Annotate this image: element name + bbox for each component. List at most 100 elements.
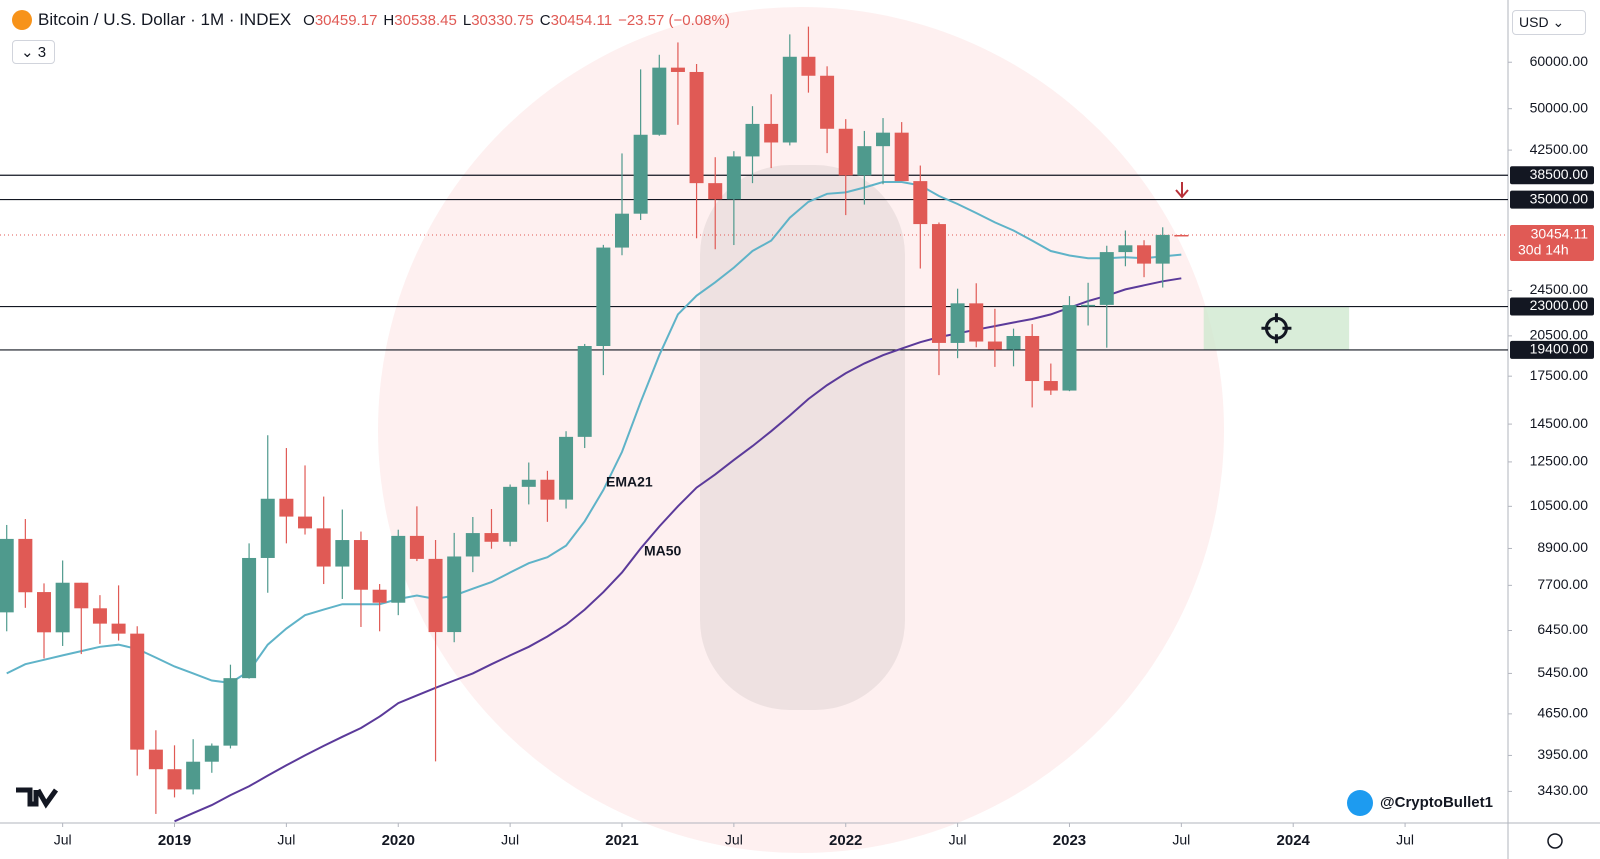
settings-icon[interactable]	[1547, 833, 1563, 849]
x-tick-label: 2022	[829, 832, 862, 849]
candle-body	[1062, 305, 1077, 391]
indicator-line	[174, 277, 1182, 823]
candle-body	[782, 56, 797, 143]
candle-body	[726, 156, 741, 200]
x-tick-label: 2020	[382, 832, 415, 849]
bg-watermark	[700, 165, 905, 710]
level-badge	[1510, 297, 1594, 316]
candle-body	[18, 538, 33, 593]
y-tick-label: 14500.00	[1530, 415, 1589, 431]
y-tick-label: 17500.00	[1530, 367, 1589, 383]
candle-body	[540, 479, 555, 500]
candle-body	[503, 486, 518, 542]
candle-body	[335, 540, 350, 567]
y-tick-label: 12500.00	[1530, 453, 1589, 469]
ohlc-key: C	[539, 12, 551, 29]
currency: USD	[1519, 14, 1549, 30]
candle-body	[372, 589, 387, 603]
candle-body	[242, 557, 257, 679]
candle-body	[689, 71, 704, 184]
currency-select[interactable]: USD ⌄	[1512, 10, 1586, 35]
candle-body	[950, 303, 965, 343]
candle-body	[708, 183, 723, 200]
candle-body	[1081, 304, 1096, 307]
x-tick-label: Jul	[277, 832, 295, 848]
candle-body	[298, 516, 313, 529]
candle-body	[111, 623, 126, 634]
indicators-toggle[interactable]: ⌄ 3	[12, 40, 56, 64]
ohlc: O30459.17 H30538.45 L30330.75 C30454.11	[297, 10, 612, 30]
y-tick-label: 3430.00	[1537, 782, 1588, 798]
x-tick-label: Jul	[54, 832, 72, 848]
x-tick-label: Jul	[725, 832, 743, 848]
y-tick-label: 8900.00	[1537, 539, 1588, 555]
candle-body	[1006, 335, 1021, 350]
x-tick-label: 2019	[158, 832, 191, 849]
y-tick-label: 60000.00	[1530, 53, 1589, 69]
candle-body	[353, 540, 368, 590]
ohlc-key: O	[303, 12, 315, 29]
y-tick-label: 4650.00	[1537, 705, 1588, 721]
candle-body	[316, 528, 331, 567]
x-tick-label: Jul	[501, 832, 519, 848]
twitter-icon	[1347, 790, 1373, 816]
candle-body	[1118, 245, 1133, 253]
candle-body	[745, 123, 760, 157]
candle-body	[1043, 381, 1058, 391]
ohlc-value: 30454.11	[550, 12, 613, 29]
y-tick-label: 7700.00	[1537, 576, 1588, 592]
ohlc-value: 30459.17	[314, 12, 378, 29]
candle-body	[1025, 335, 1040, 382]
candle-body	[801, 56, 816, 76]
candle-body	[633, 134, 648, 214]
target-icon-cross	[1261, 313, 1292, 344]
candle-body	[652, 67, 667, 135]
candle-body	[876, 132, 891, 147]
legend-header: Bitcoin / U.S. Dollar · 1M · INDEX O3045…	[12, 10, 730, 30]
last-price-label: 30454.11	[1531, 226, 1589, 242]
x-tick-label: Jul	[949, 832, 967, 848]
ohlc-value: 30538.45	[394, 12, 457, 29]
candle-body	[148, 749, 163, 770]
candle-body	[465, 533, 480, 557]
indicator-label: EMA21	[606, 474, 653, 490]
level-label: 19400.00	[1530, 341, 1589, 357]
y-tick-label: 5450.00	[1537, 664, 1588, 680]
candle-body	[670, 67, 685, 72]
ohlc-value: 30330.75	[471, 12, 534, 29]
candle-body	[559, 436, 574, 500]
ohlc-key: H	[383, 12, 395, 29]
candle-body	[1155, 234, 1170, 264]
x-tick-label: 2024	[1277, 832, 1311, 849]
watermark-handle: @CryptoBullet1	[1380, 794, 1493, 811]
candle-body	[894, 132, 909, 182]
target-zone	[1203, 306, 1350, 350]
candle-body	[614, 213, 629, 248]
candle-body	[92, 608, 107, 624]
candle-body	[969, 303, 984, 342]
candle-body	[596, 247, 611, 347]
candle-body	[913, 181, 928, 225]
candle-body	[74, 582, 89, 609]
tv-logo	[16, 787, 59, 809]
x-tick-label: Jul	[1172, 832, 1190, 848]
candle-body	[55, 582, 70, 633]
candle-body	[37, 592, 52, 633]
level-badge	[1510, 166, 1594, 185]
candle-body	[167, 769, 182, 790]
candle-body	[391, 535, 406, 603]
candle-body	[1099, 252, 1114, 305]
y-tick-label: 10500.00	[1530, 497, 1589, 513]
indicator-label: MA50	[644, 543, 682, 559]
candle-body	[186, 761, 201, 790]
candle-body	[204, 745, 219, 762]
candle-body	[931, 224, 946, 343]
ohlc-key: L	[462, 12, 472, 29]
candle-body	[428, 558, 443, 633]
y-tick-label: 50000.00	[1530, 99, 1589, 115]
level-label: 38500.00	[1530, 166, 1589, 182]
candle-body	[260, 498, 275, 558]
y-tick-label: 42500.00	[1530, 141, 1589, 157]
